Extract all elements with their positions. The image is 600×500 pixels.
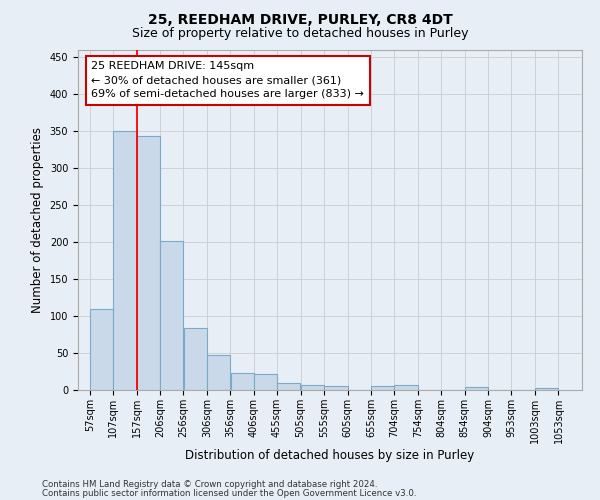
- Bar: [535, 388, 559, 390]
- Bar: [465, 387, 488, 390]
- Bar: [394, 385, 418, 390]
- Bar: [160, 240, 183, 390]
- X-axis label: Distribution of detached houses by size in Purley: Distribution of detached houses by size …: [185, 448, 475, 462]
- Bar: [113, 132, 137, 390]
- Bar: [324, 386, 347, 390]
- Bar: [371, 386, 394, 390]
- Text: 25, REEDHAM DRIVE, PURLEY, CR8 4DT: 25, REEDHAM DRIVE, PURLEY, CR8 4DT: [148, 12, 452, 26]
- Bar: [90, 308, 113, 390]
- Text: Contains HM Land Registry data © Crown copyright and database right 2024.: Contains HM Land Registry data © Crown c…: [42, 480, 377, 489]
- Bar: [230, 373, 254, 390]
- Bar: [301, 385, 324, 390]
- Text: 25 REEDHAM DRIVE: 145sqm
← 30% of detached houses are smaller (361)
69% of semi-: 25 REEDHAM DRIVE: 145sqm ← 30% of detach…: [91, 61, 364, 99]
- Y-axis label: Number of detached properties: Number of detached properties: [31, 127, 44, 313]
- Text: Contains public sector information licensed under the Open Government Licence v3: Contains public sector information licen…: [42, 489, 416, 498]
- Bar: [137, 136, 160, 390]
- Bar: [254, 374, 277, 390]
- Bar: [184, 328, 207, 390]
- Bar: [277, 384, 301, 390]
- Bar: [207, 356, 230, 390]
- Text: Size of property relative to detached houses in Purley: Size of property relative to detached ho…: [132, 28, 468, 40]
